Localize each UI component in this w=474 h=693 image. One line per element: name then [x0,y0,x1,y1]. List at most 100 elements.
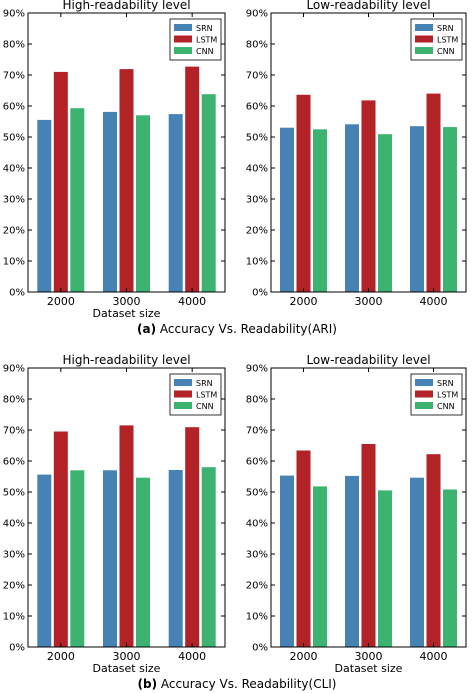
x-axis-label: Dataset size [335,662,403,675]
x-tick-label: 3000 [355,295,383,308]
x-tick-label: 4000 [420,650,448,663]
x-axis-label: Dataset size [93,662,161,675]
legend-swatch [415,390,433,398]
legend-swatch [174,402,192,409]
bar [280,127,294,292]
x-tick-label: 3000 [355,650,383,663]
legend-swatch [174,24,192,31]
y-tick-label: 90% [3,364,25,375]
legend-swatch [415,24,433,31]
bar [443,489,457,647]
x-tick-label: 3000 [113,650,141,663]
y-tick-label: 60% [246,102,268,113]
bar [136,477,150,647]
bar [410,126,424,292]
x-tick-label: 3000 [113,295,141,308]
legend-label: SRN [437,24,454,33]
bar [185,66,200,292]
y-tick-label: 0% [9,643,25,654]
caption-b: (b) Accuracy Vs. Readability(CLI) [138,677,337,691]
y-tick-label: 70% [246,71,268,82]
bar [53,71,68,293]
bar [345,475,359,647]
y-tick-label: 30% [3,195,25,206]
y-tick-label: 70% [246,426,268,437]
chart-title: Low-readability level [306,353,430,367]
y-tick-label: 40% [3,519,25,530]
legend-label: CNN [196,402,214,411]
x-axis-label: Dataset size [93,307,161,320]
chart-panel: 0% 10% 20% 30% 40% 50% 60% 70% 80% 90% 2000 3000 400… [246,0,467,308]
bar [280,475,294,647]
y-tick-label: 30% [3,550,25,561]
legend-label: CNN [437,402,455,411]
y-tick-label: 0% [9,288,25,299]
bar [53,431,68,647]
y-tick-label: 90% [246,364,268,375]
y-tick-label: 80% [246,395,268,406]
x-tick-label: 2000 [290,650,318,663]
legend-label: LSTM [437,36,458,45]
legend: SRN LSTM CNN [410,373,463,416]
bar [201,467,216,647]
y-tick-label: 50% [3,488,25,499]
legend-swatch [174,390,192,398]
legend-label: LSTM [196,36,217,45]
legend-label: SRN [196,379,213,388]
y-tick-label: 60% [3,457,25,468]
y-tick-label: 20% [246,226,268,237]
chart-title: Low-readability level [306,0,430,12]
y-tick-label: 70% [3,71,25,82]
y-tick-label: 20% [3,581,25,592]
bar [136,115,150,292]
y-tick-label: 0% [252,643,268,654]
x-tick-label: 2000 [47,295,75,308]
y-tick-label: 20% [3,226,25,237]
chart-panel: 0% 10% 20% 30% 40% 50% 60% 70% 80% 90% 2000 3000 400… [3,353,226,675]
legend: SRN LSTM CNN [169,373,222,416]
bar [119,425,134,647]
y-tick-label: 40% [3,164,25,175]
y-tick-label: 10% [246,612,268,623]
legend-label: SRN [196,24,213,33]
legend-swatch [415,402,433,409]
legend: SRN LSTM CNN [169,18,222,61]
x-tick-label: 4000 [178,650,206,663]
y-tick-label: 80% [3,40,25,51]
legend-swatch [174,47,192,54]
legend-swatch [174,35,192,43]
y-tick-label: 80% [3,395,25,406]
legend-swatch [415,35,433,43]
chart-panel: 0% 10% 20% 30% 40% 50% 60% 70% 80% 90% 2000 3000 400… [3,0,226,320]
legend-swatch [415,379,433,386]
y-tick-label: 50% [246,133,268,144]
legend-label: SRN [437,379,454,388]
y-tick-label: 90% [3,9,25,20]
bar [426,454,441,647]
chart-title: High-readability level [62,0,190,12]
y-tick-label: 20% [246,581,268,592]
legend-swatch [174,379,192,386]
y-tick-label: 60% [3,102,25,113]
legend-label: LSTM [437,391,458,400]
bar [168,114,183,292]
bar [119,69,134,292]
y-tick-label: 40% [246,164,268,175]
bar [201,94,216,292]
bar [361,444,376,647]
bar [168,470,183,647]
x-tick-label: 4000 [178,295,206,308]
y-tick-label: 30% [246,195,268,206]
y-tick-label: 50% [246,488,268,499]
legend-label: CNN [196,47,214,56]
bar [70,108,85,292]
y-tick-label: 50% [3,133,25,144]
chart-panel: 0% 10% 20% 30% 40% 50% 60% 70% 80% 90% 2000 3000 400… [246,353,467,675]
bar [37,474,52,647]
y-tick-label: 10% [3,612,25,623]
legend-label: LSTM [196,391,217,400]
bar [443,127,457,292]
bar [313,486,327,647]
y-tick-label: 10% [3,257,25,268]
